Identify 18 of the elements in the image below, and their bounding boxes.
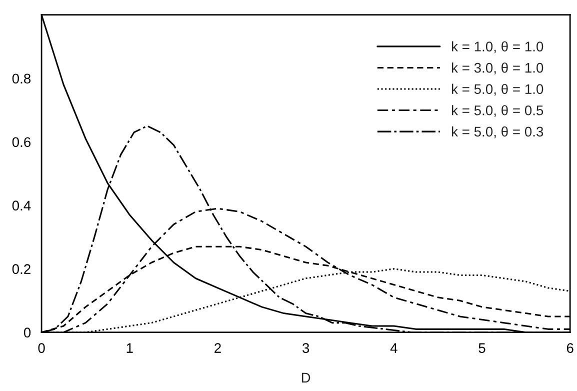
legend-label: k = 1.0, θ = 1.0: [452, 41, 544, 54]
y-tick-label: 0.2: [12, 264, 30, 274]
x-tick-label: 1: [126, 343, 133, 353]
legend-label: k = 5.0, θ = 0.3: [452, 126, 544, 138]
x-tick-label: 5: [478, 343, 486, 353]
legend-label: k = 5.0, θ = 1.0: [452, 84, 544, 96]
x-tick-label: 6: [566, 343, 574, 353]
y-tick-label: 0.8: [12, 74, 31, 84]
legend-label: k = 3.0, θ = 1.0: [452, 62, 544, 74]
y-tick-label: 0.4: [12, 200, 31, 211]
x-tick-label: 4: [390, 343, 398, 353]
x-tick-label: 3: [302, 343, 310, 353]
x-axis-title: D: [302, 372, 310, 382]
x-tick-label: 0: [38, 343, 45, 353]
y-tick-label: 0.6: [12, 137, 31, 148]
y-tick-label: 0: [24, 328, 31, 338]
legend-label: k = 5.0, θ = 0.5: [452, 105, 544, 117]
x-tick-label: 2: [214, 343, 221, 353]
